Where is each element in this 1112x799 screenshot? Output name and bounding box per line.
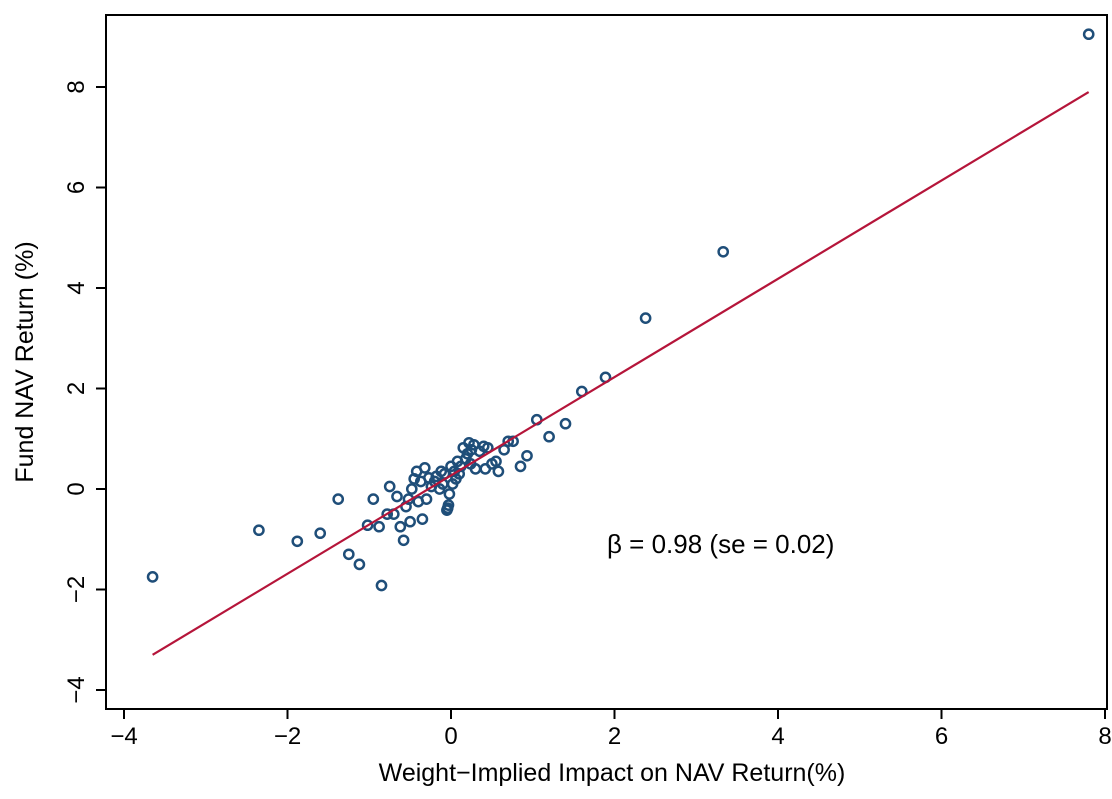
plot-border bbox=[105, 14, 1108, 710]
data-point bbox=[375, 579, 388, 592]
y-tick-label: −4 bbox=[63, 676, 90, 703]
x-tick-label: 8 bbox=[1098, 723, 1111, 750]
data-point bbox=[404, 515, 416, 528]
x-axis-title: Weight−Implied Impact on NAV Return(%) bbox=[379, 759, 846, 787]
x-tick-label: 0 bbox=[444, 723, 457, 750]
data-point bbox=[457, 441, 470, 454]
y-tick-label: 2 bbox=[63, 382, 90, 395]
data-point bbox=[443, 488, 456, 500]
data-point bbox=[373, 520, 385, 533]
y-tick-label: 0 bbox=[63, 482, 90, 495]
data-point bbox=[342, 548, 355, 561]
data-point bbox=[394, 520, 407, 533]
data-point bbox=[146, 571, 159, 583]
data-point bbox=[361, 519, 374, 532]
data-point bbox=[332, 493, 345, 505]
y-tick-label: 6 bbox=[63, 181, 90, 194]
data-point bbox=[717, 245, 730, 258]
data-point bbox=[408, 473, 421, 485]
data-point bbox=[559, 417, 572, 430]
y-axis-ticks: −4 −2 0 2 4 6 8 bbox=[63, 80, 106, 704]
data-point bbox=[391, 490, 403, 503]
data-point bbox=[291, 535, 304, 548]
y-tick-label: 4 bbox=[63, 281, 90, 294]
data-point bbox=[383, 480, 396, 493]
y-axis-title: Fund NAV Return (%) bbox=[11, 241, 39, 482]
x-tick-label: 2 bbox=[608, 723, 621, 750]
data-point bbox=[639, 312, 652, 324]
data-point bbox=[416, 513, 429, 525]
data-point bbox=[543, 430, 555, 443]
data-point bbox=[445, 460, 457, 473]
data-point bbox=[521, 449, 533, 462]
x-tick-label: −4 bbox=[110, 723, 137, 750]
data-point bbox=[1082, 28, 1095, 41]
data-point bbox=[253, 524, 265, 537]
plot-frame bbox=[105, 14, 1108, 710]
beta-annotation: β = 0.98 (se = 0.02) bbox=[607, 529, 834, 559]
data-point bbox=[367, 493, 380, 505]
data-point bbox=[514, 460, 527, 473]
data-point bbox=[314, 527, 327, 540]
data-point bbox=[397, 534, 410, 547]
data-point bbox=[381, 508, 394, 520]
y-tick-label: 8 bbox=[63, 80, 90, 93]
data-point bbox=[492, 465, 505, 478]
fit-line-layer bbox=[152, 91, 1090, 656]
data-point bbox=[414, 475, 427, 488]
points-layer bbox=[146, 28, 1095, 592]
x-tick-label: −2 bbox=[274, 723, 301, 750]
data-point bbox=[405, 483, 418, 495]
x-tick-label: 4 bbox=[771, 723, 784, 750]
data-point bbox=[430, 470, 443, 483]
data-point bbox=[353, 558, 366, 571]
data-point bbox=[441, 504, 453, 516]
y-tick-label: −2 bbox=[63, 576, 90, 603]
data-point bbox=[498, 443, 510, 456]
fit-line bbox=[152, 91, 1090, 656]
data-point bbox=[479, 463, 492, 475]
x-axis-ticks: −4 −2 0 2 4 6 8 bbox=[110, 709, 1112, 750]
x-tick-label: 6 bbox=[935, 723, 948, 750]
